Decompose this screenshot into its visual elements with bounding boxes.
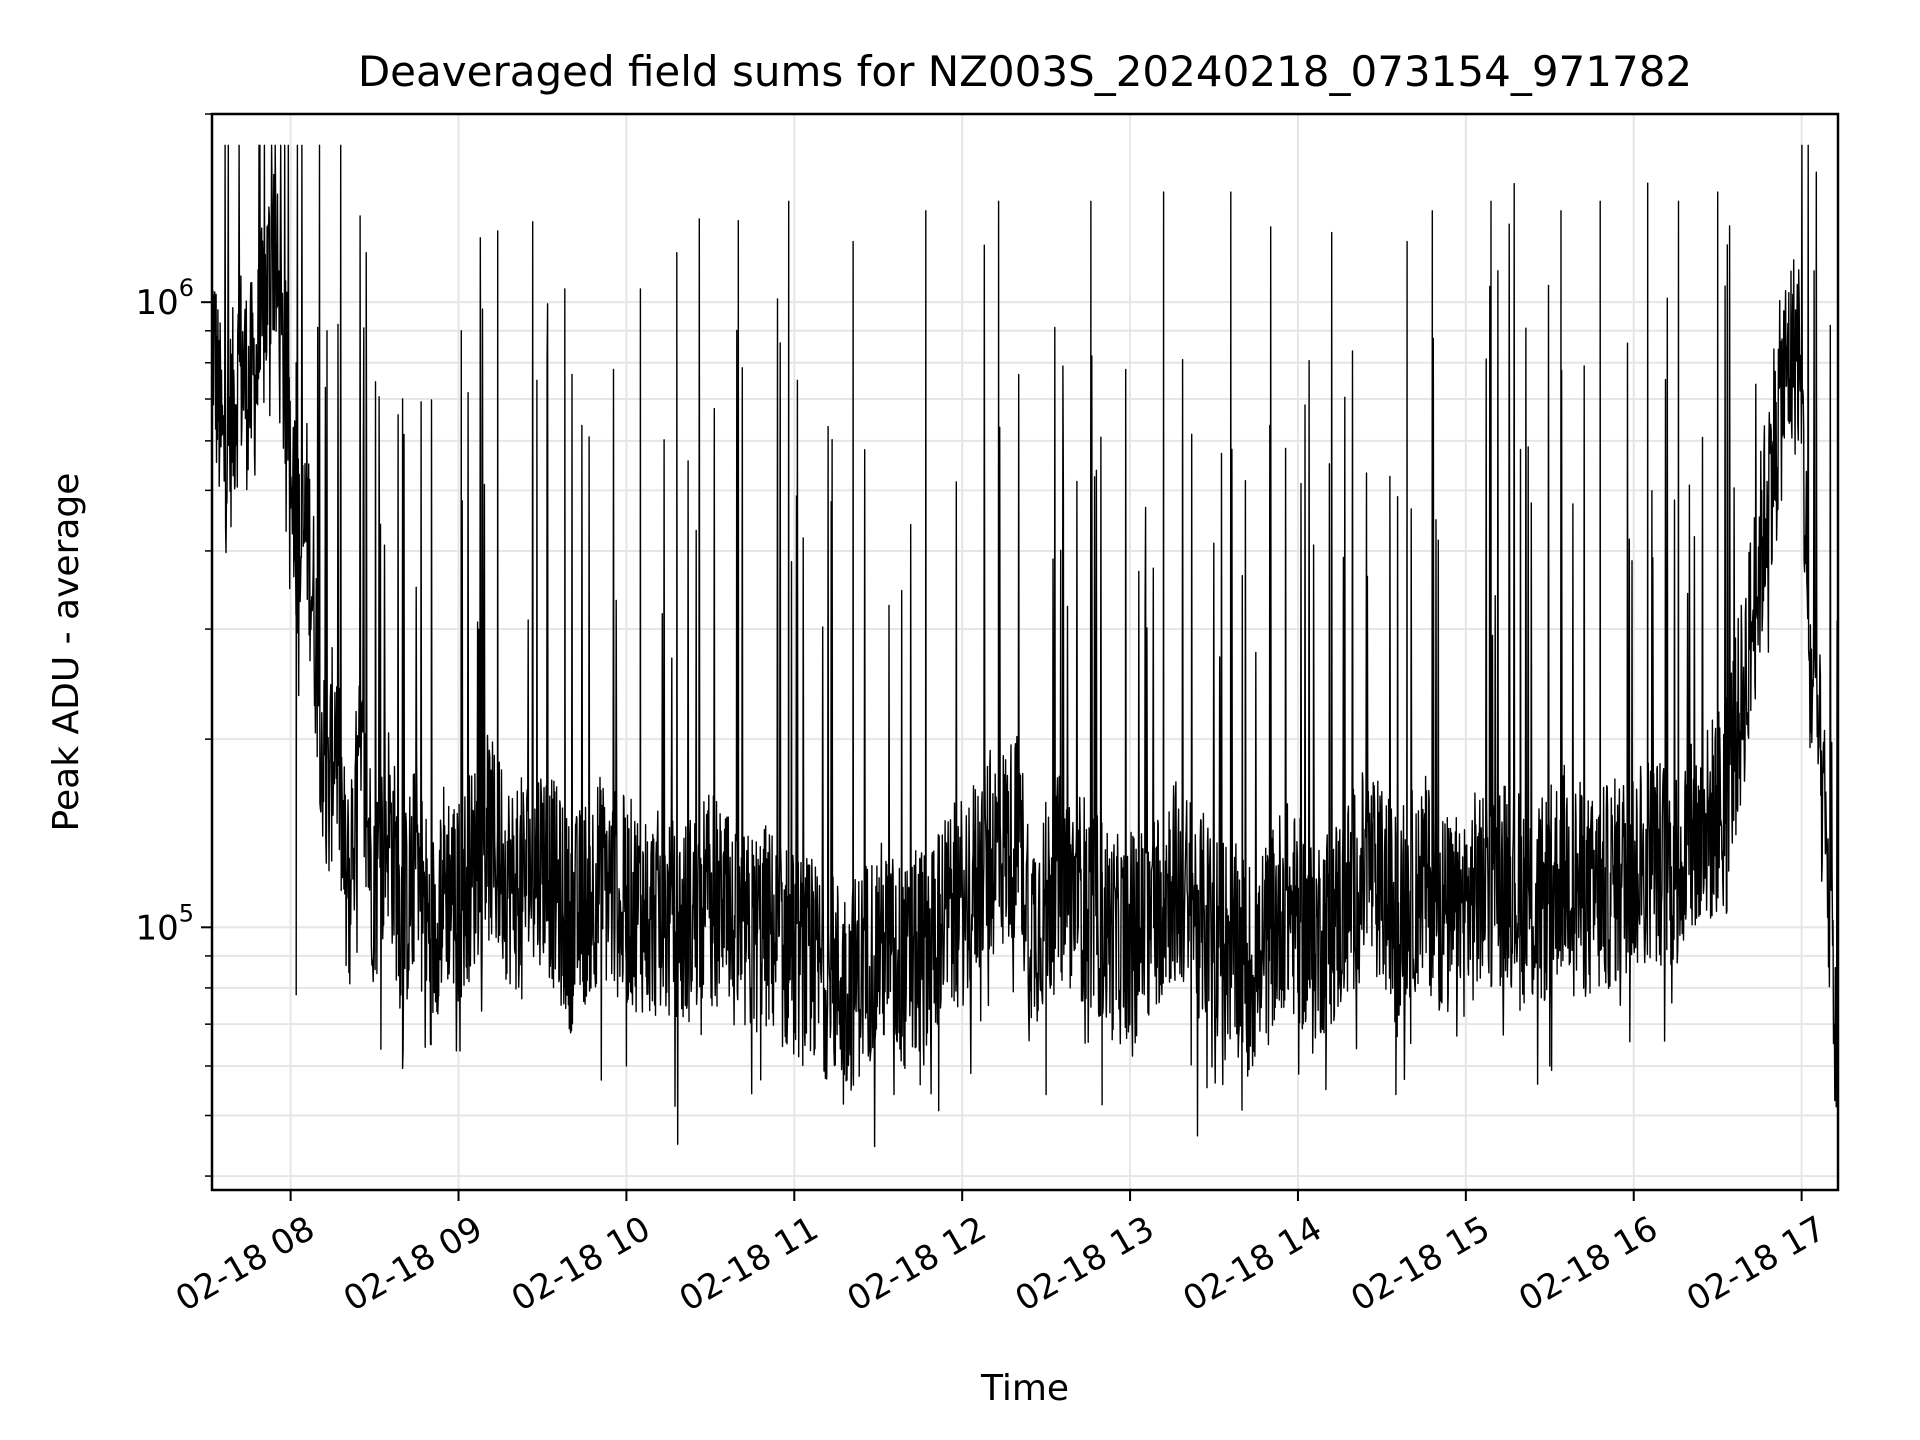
x-axis-label: Time: [980, 1368, 1069, 1409]
chart-title: Deaveraged field sums for NZ003S_2024021…: [358, 47, 1692, 96]
plot-area-frame: [210, 112, 1840, 1192]
series-layer: [211, 144, 1839, 1148]
y-tick-label: 106: [135, 274, 194, 323]
y-tick-label: 105: [135, 899, 194, 948]
series-line-1: [211, 144, 1839, 1148]
y-axis-label: Peak ADU - average: [46, 473, 87, 832]
